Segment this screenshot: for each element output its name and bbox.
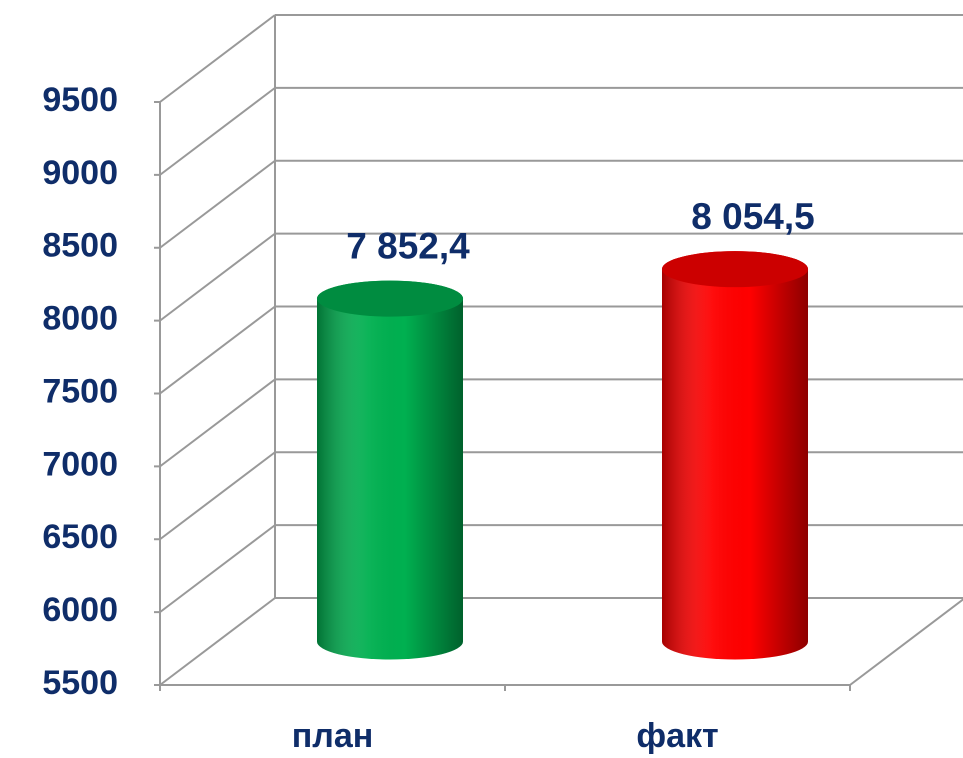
bar-top — [317, 280, 463, 317]
y-tick-label: 5500 — [42, 664, 118, 702]
axis-line — [849, 598, 963, 686]
y-tick-label: 8000 — [42, 300, 118, 338]
grid-line — [159, 451, 276, 541]
bar-shading — [662, 251, 808, 660]
grid-line — [159, 232, 276, 322]
grid-line — [159, 159, 276, 249]
y-tick-label: 9500 — [42, 81, 118, 119]
y-tick-label: 6500 — [42, 518, 118, 556]
bar-shading — [317, 280, 463, 660]
y-tick-label: 8500 — [42, 227, 118, 265]
bar-top — [662, 251, 808, 288]
grid-line — [159, 14, 276, 103]
grid-line — [159, 524, 276, 613]
y-tick-label: 6000 — [42, 591, 118, 629]
bar-top-shade — [317, 280, 463, 317]
y-tick-label: 7500 — [42, 372, 118, 410]
value-label: 8 054,5 — [691, 196, 814, 237]
y-tick-label: 9000 — [42, 154, 118, 192]
y-tick-label: 7000 — [42, 445, 118, 483]
grid-line — [159, 305, 276, 395]
grid-line — [159, 597, 276, 686]
x-tick-label: факт — [636, 717, 718, 755]
grid-line — [159, 378, 276, 468]
value-label: 7 852,4 — [346, 225, 470, 266]
grid-line — [159, 87, 276, 176]
x-tick-label: план — [292, 717, 374, 755]
bar-top-shade — [662, 251, 808, 288]
